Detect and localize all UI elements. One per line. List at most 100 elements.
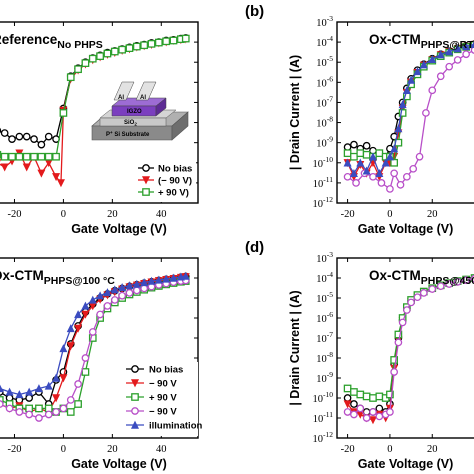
- x-tick-label: 20: [427, 444, 438, 455]
- data-point: [386, 408, 394, 416]
- data-point: [386, 185, 394, 193]
- data-point: [81, 354, 90, 362]
- series-line: [347, 277, 474, 399]
- data-point: [403, 306, 411, 314]
- x-axis-label: Gate Voltage (V): [358, 222, 454, 236]
- data-point: [362, 166, 371, 175]
- x-axis-label: Gate Voltage (V): [358, 457, 454, 471]
- inset-label: IGZO: [127, 109, 142, 115]
- data-point: [118, 45, 126, 54]
- data-point: [81, 59, 90, 67]
- y-tick-label: 10-4: [316, 270, 333, 285]
- panel-1: 10-12 10-11 10-10 10-9 10-8 10-7 10-6 10-5 10-4 1…: [245, 3, 474, 236]
- data-point: [369, 394, 377, 402]
- data-point: [52, 152, 60, 161]
- data-point: [66, 324, 75, 333]
- data-point: [0, 159, 2, 162]
- legend: No bias(− 90 V)+ 90 V): [130, 160, 196, 202]
- data-point: [343, 158, 352, 167]
- y-tick-label: 10-7: [316, 94, 333, 109]
- igzo-side: [155, 97, 167, 117]
- data-point: [52, 373, 61, 382]
- data-point: [453, 278, 462, 286]
- data-point: [362, 392, 371, 401]
- data-point: [368, 416, 377, 425]
- data-point: [375, 168, 384, 177]
- data-point: [343, 149, 352, 158]
- device-inset: Al Al IGZO SiO2 P+ Si Substrate: [91, 81, 189, 141]
- data-point: [81, 368, 90, 376]
- data-point: [59, 344, 68, 353]
- legend-marker: [130, 420, 140, 429]
- data-point: [436, 282, 445, 291]
- data-point: [362, 414, 371, 422]
- y-tick-label: 10-8: [316, 115, 333, 130]
- data-point: [462, 41, 471, 50]
- data-point: [132, 279, 141, 288]
- data-point: [462, 276, 470, 285]
- y-tick-label: 10-11: [313, 175, 333, 190]
- data-point: [15, 152, 24, 161]
- data-point: [462, 50, 470, 59]
- legend-box: [130, 160, 196, 202]
- electrode-right: [135, 81, 157, 101]
- data-point: [415, 152, 424, 161]
- inset-label: Al: [118, 95, 124, 101]
- data-point: [44, 410, 53, 419]
- data-point: [110, 285, 119, 294]
- x-tick-label: 20: [427, 209, 438, 220]
- y-tick-label: 10-11: [313, 410, 333, 425]
- data-point: [74, 310, 83, 319]
- x-tick-label: 0: [387, 209, 392, 220]
- y-tick-label: 10-9: [316, 370, 333, 385]
- series-line: [347, 43, 474, 158]
- data-point: [96, 291, 105, 300]
- panel-2: -20 0 20 40 Gate Voltage (V) Ox-CTMPHPS@100 °…: [0, 257, 203, 471]
- x-tick-label: 40: [156, 444, 167, 455]
- data-point: [66, 73, 75, 82]
- data-point: [110, 296, 119, 304]
- data-point: [470, 274, 474, 283]
- data-point: [0, 384, 4, 393]
- x-axis-label: Gate Voltage (V): [71, 222, 167, 236]
- data-point: [35, 414, 43, 422]
- data-point: [56, 179, 65, 188]
- data-point: [445, 280, 454, 288]
- data-point: [34, 384, 43, 393]
- legend: No bias − 90 V + 90 V − 90 V illumination: [124, 362, 203, 436]
- chart-title: Ox-CTMPHPS@100 °C: [0, 268, 115, 287]
- data-point: [74, 324, 83, 333]
- legend-label: illumination: [149, 421, 203, 432]
- data-point: [66, 408, 75, 416]
- plot-frame: [0, 257, 199, 439]
- data-point: [402, 86, 411, 95]
- x-tick-label: -20: [7, 209, 21, 220]
- data-point: [413, 293, 422, 302]
- x-axis-label: Gate Voltage (V): [71, 457, 167, 471]
- x-tick-label: 0: [61, 209, 66, 220]
- data-point: [96, 52, 104, 61]
- data-point: [343, 384, 352, 393]
- data-point: [377, 179, 386, 187]
- data-point: [356, 158, 365, 167]
- data-point: [375, 404, 384, 413]
- chart-title: Ox-CTMPHPS@450 °C: [369, 268, 474, 287]
- data-point: [368, 152, 377, 161]
- data-point: [162, 274, 171, 283]
- data-point: [407, 298, 415, 307]
- data-point: [35, 404, 43, 413]
- data-point: [52, 408, 60, 416]
- data-point: [403, 172, 411, 181]
- data-point: [22, 152, 31, 161]
- legend-label: − 90 V: [149, 407, 177, 418]
- data-point: [350, 140, 358, 149]
- data-point: [409, 164, 418, 173]
- legend-marker: [142, 164, 150, 172]
- data-point: [350, 152, 358, 161]
- chart-title: Ox-CTMPHPS@RT: [369, 32, 474, 51]
- data-point: [52, 173, 61, 182]
- y-tick-label: 10-5: [316, 54, 333, 69]
- data-point: [103, 302, 112, 310]
- data-point: [44, 381, 53, 390]
